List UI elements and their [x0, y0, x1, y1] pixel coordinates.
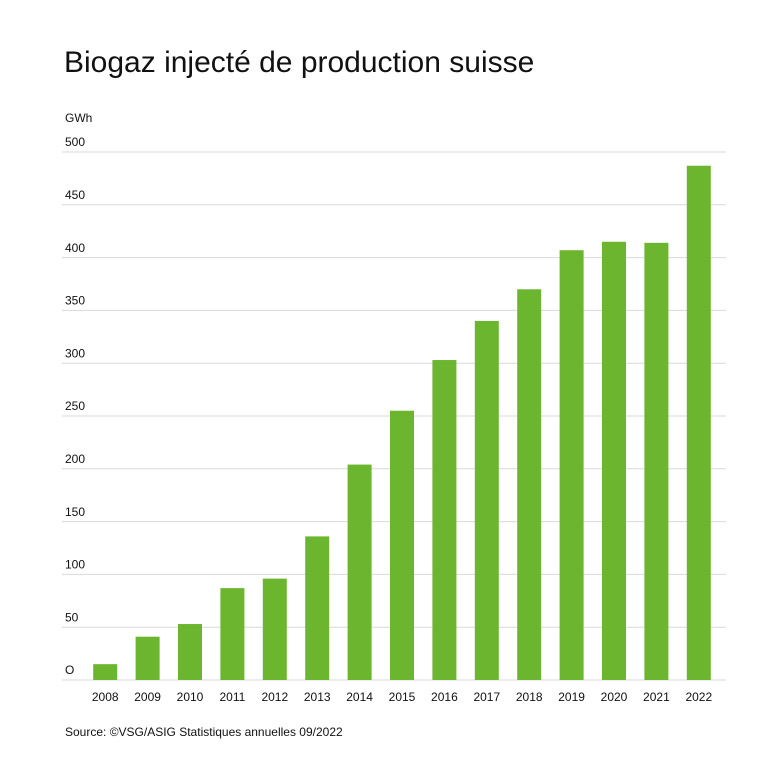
bar	[305, 536, 330, 680]
y-tick-label: 150	[65, 505, 85, 519]
bar	[93, 664, 118, 680]
y-tick-label: 50	[65, 610, 79, 624]
y-tick-label: 200	[65, 452, 85, 466]
bar	[135, 636, 160, 680]
x-tick-label: 2010	[177, 690, 204, 704]
y-tick-label: 350	[65, 294, 85, 308]
x-tick-label: 2021	[643, 690, 670, 704]
y-tick-label: 300	[65, 346, 85, 360]
x-tick-label: 2018	[516, 690, 543, 704]
x-tick-label: 2019	[558, 690, 585, 704]
bar	[390, 410, 414, 680]
x-tick-label: 2017	[473, 690, 500, 704]
x-tick-label: 2016	[431, 690, 458, 704]
bar	[644, 242, 669, 681]
y-tick-label: 100	[65, 558, 85, 572]
bar	[602, 241, 626, 680]
x-tick-label: 2013	[304, 690, 331, 704]
bar	[517, 289, 542, 680]
x-tick-label: 2009	[134, 690, 161, 704]
chart-title: Biogaz injecté de production suisse	[64, 46, 534, 79]
bar	[220, 588, 245, 680]
x-tick-label: 2012	[261, 690, 288, 704]
y-tick-label: 450	[65, 188, 85, 202]
x-tick-label: 2022	[685, 690, 712, 704]
bar	[178, 624, 202, 680]
x-tick-label: 2015	[389, 690, 416, 704]
bar	[474, 320, 499, 680]
x-tick-label: 2020	[601, 690, 628, 704]
bar	[559, 250, 584, 680]
bar	[432, 360, 457, 680]
bar	[686, 165, 711, 680]
x-tick-label: 2011	[219, 690, 245, 704]
y-tick-label: 400	[65, 241, 85, 255]
x-tick-label: 2014	[346, 690, 373, 704]
y-unit: GWh	[65, 111, 92, 125]
y-tick-label: 500	[65, 135, 85, 149]
y-tick-label: O	[65, 663, 74, 677]
x-tick-label: 2008	[92, 690, 119, 704]
bar	[262, 578, 287, 680]
bar	[347, 464, 372, 680]
y-tick-label: 250	[65, 399, 85, 413]
source: Source: ©VSG/ASIG Statistiques annuelles…	[65, 725, 343, 739]
